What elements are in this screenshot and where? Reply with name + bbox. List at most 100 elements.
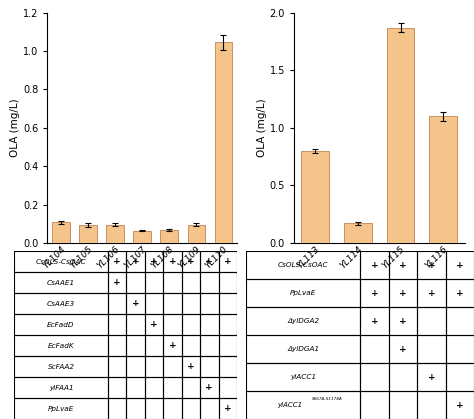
Bar xyxy=(182,293,200,314)
Bar xyxy=(219,335,237,356)
Bar xyxy=(163,272,182,293)
Bar xyxy=(417,251,446,279)
Text: a: a xyxy=(13,0,24,3)
Bar xyxy=(163,335,182,356)
Bar xyxy=(387,28,414,243)
Bar xyxy=(108,272,126,293)
Bar xyxy=(246,307,360,335)
Bar xyxy=(182,272,200,293)
Text: +: + xyxy=(224,257,232,266)
Bar xyxy=(14,377,108,398)
Text: +: + xyxy=(113,278,121,287)
Bar xyxy=(360,279,389,307)
Bar xyxy=(219,251,237,272)
Bar xyxy=(417,307,446,335)
Bar xyxy=(417,363,446,391)
Bar xyxy=(344,223,372,243)
Bar xyxy=(163,356,182,377)
Bar xyxy=(14,356,108,377)
Bar xyxy=(182,335,200,356)
Bar xyxy=(126,314,145,335)
Text: CsAAE1: CsAAE1 xyxy=(47,280,75,286)
Bar xyxy=(446,251,474,279)
Bar xyxy=(126,272,145,293)
Bar xyxy=(219,272,237,293)
Bar xyxy=(417,391,446,419)
Text: +: + xyxy=(132,299,139,308)
Bar xyxy=(145,377,163,398)
Text: +: + xyxy=(456,289,464,298)
Bar xyxy=(108,398,126,419)
Bar xyxy=(429,116,457,243)
Bar xyxy=(360,335,389,363)
Bar xyxy=(188,225,205,243)
Y-axis label: OLA (mg/L): OLA (mg/L) xyxy=(10,98,20,157)
Bar xyxy=(182,356,200,377)
Bar xyxy=(108,293,126,314)
Bar xyxy=(301,151,329,243)
Bar xyxy=(219,314,237,335)
Text: ΔylDGA2: ΔylDGA2 xyxy=(287,318,319,324)
Text: +: + xyxy=(399,317,407,326)
Bar xyxy=(182,398,200,419)
Text: +: + xyxy=(371,289,378,298)
Bar xyxy=(145,293,163,314)
Bar xyxy=(200,398,219,419)
Bar xyxy=(389,279,417,307)
Text: +: + xyxy=(456,401,464,409)
Bar xyxy=(145,335,163,356)
Bar xyxy=(163,314,182,335)
Bar xyxy=(200,293,219,314)
Bar xyxy=(133,230,151,243)
Text: +: + xyxy=(113,257,121,266)
Bar xyxy=(52,222,70,243)
Bar xyxy=(145,272,163,293)
Text: CsOLS-CsOAC: CsOLS-CsOAC xyxy=(278,262,328,268)
Text: +: + xyxy=(371,317,378,326)
Bar xyxy=(108,377,126,398)
Bar xyxy=(126,293,145,314)
Text: +: + xyxy=(206,257,213,266)
Text: EcFadD: EcFadD xyxy=(47,322,75,328)
Bar xyxy=(200,356,219,377)
Bar xyxy=(163,377,182,398)
Bar xyxy=(219,293,237,314)
Text: ScFAA2: ScFAA2 xyxy=(47,364,74,370)
Bar xyxy=(389,363,417,391)
Bar xyxy=(246,391,360,419)
Text: +: + xyxy=(399,345,407,354)
Bar xyxy=(108,314,126,335)
Text: +: + xyxy=(399,261,407,270)
Bar xyxy=(360,391,389,419)
Bar xyxy=(106,225,124,243)
Bar xyxy=(126,377,145,398)
Text: +: + xyxy=(456,261,464,270)
Bar xyxy=(161,230,178,243)
Bar xyxy=(219,356,237,377)
Bar xyxy=(389,251,417,279)
Bar xyxy=(360,251,389,279)
Bar xyxy=(417,335,446,363)
Bar xyxy=(417,279,446,307)
Bar xyxy=(200,335,219,356)
Bar xyxy=(108,335,126,356)
Bar xyxy=(446,363,474,391)
Text: +: + xyxy=(169,341,176,350)
Bar xyxy=(360,307,389,335)
Text: +: + xyxy=(399,289,407,298)
Text: +: + xyxy=(428,261,435,270)
Text: PpLvaE: PpLvaE xyxy=(48,406,74,411)
Bar xyxy=(14,314,108,335)
Text: +: + xyxy=(187,362,195,371)
Text: +: + xyxy=(132,257,139,266)
Bar xyxy=(200,377,219,398)
Bar xyxy=(219,398,237,419)
Bar xyxy=(246,251,360,279)
Bar xyxy=(246,335,360,363)
Bar xyxy=(126,335,145,356)
Bar xyxy=(163,398,182,419)
Text: +: + xyxy=(206,383,213,392)
Bar xyxy=(246,279,360,307)
Bar xyxy=(108,251,126,272)
Bar xyxy=(126,356,145,377)
